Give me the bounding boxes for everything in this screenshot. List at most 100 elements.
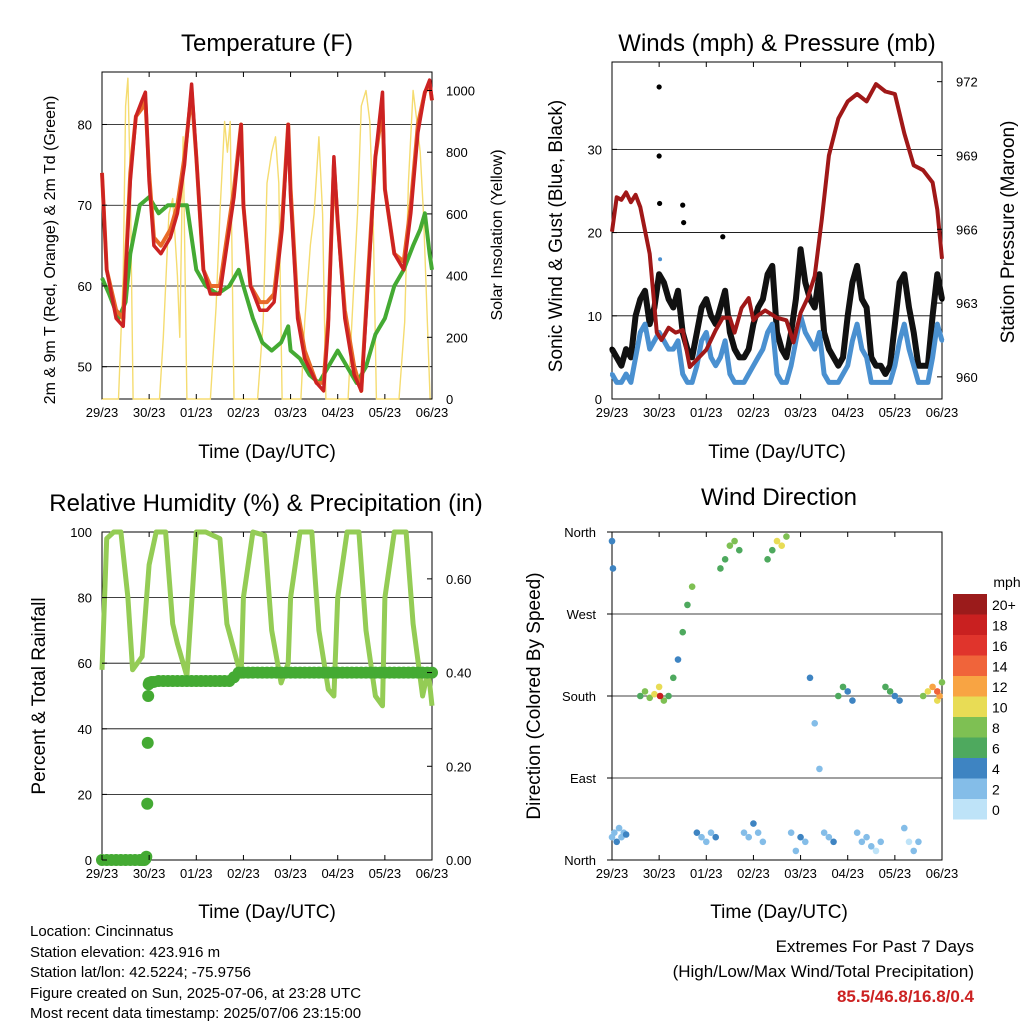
direction-point	[910, 847, 918, 855]
x-tick-label: 06/23	[926, 866, 959, 881]
legend-swatch	[953, 737, 987, 758]
y-tick-label: West	[567, 607, 597, 622]
y-tick-label: East	[570, 771, 596, 786]
wind-point	[658, 257, 663, 262]
x-tick-label: 04/23	[831, 405, 864, 420]
wind-point	[610, 372, 614, 377]
wind-point	[685, 380, 690, 385]
direction-point	[891, 692, 899, 700]
gust-point	[720, 234, 726, 240]
wind-point	[803, 330, 808, 335]
wind-point	[760, 347, 765, 352]
wind-point	[718, 355, 723, 360]
y2-tick-label: 0.20	[446, 759, 471, 774]
x-tick-label: 29/23	[596, 405, 629, 420]
direction-point	[665, 692, 672, 700]
direction-point	[849, 697, 856, 704]
wind-point	[812, 347, 817, 352]
direction-point	[702, 838, 710, 846]
direction-point	[896, 697, 903, 704]
direction-point	[646, 694, 654, 702]
wind-point	[850, 338, 855, 343]
pressure-line	[610, 82, 944, 369]
wind-point	[855, 322, 860, 327]
wind-point	[883, 380, 888, 385]
y2-tick-label: 972	[956, 75, 978, 90]
direction-point	[684, 601, 691, 609]
wind-point	[709, 355, 713, 360]
wind-point	[765, 330, 770, 335]
legend-swatch	[953, 594, 987, 615]
wind-point	[676, 338, 680, 343]
legend-label: 6	[992, 741, 1000, 757]
wind-point	[892, 363, 897, 368]
x-tick-label: 05/23	[369, 866, 402, 881]
legend-swatch	[953, 758, 987, 779]
legend-label: 0	[992, 802, 1000, 818]
wind-point	[817, 330, 822, 335]
direction-point	[611, 829, 618, 836]
direction-point	[787, 829, 795, 836]
direction-point	[759, 838, 767, 846]
station-info: Location: Cincinnatus Station elevation:…	[30, 922, 361, 1025]
direction-point	[656, 692, 664, 700]
wind-point	[845, 363, 850, 368]
wind-point	[699, 338, 704, 343]
wind-point	[732, 380, 737, 385]
temperature-plot-frame	[101, 71, 433, 400]
recent-text: Most recent data timestamp: 2025/07/06 2…	[30, 1005, 362, 1022]
direction-point	[641, 688, 649, 695]
x-tick-label: 02/23	[227, 405, 260, 420]
direction-point	[764, 556, 771, 563]
wind-point	[671, 347, 676, 352]
direction-point	[872, 847, 880, 855]
wind-point	[907, 347, 911, 352]
x-tick-label: 30/23	[643, 866, 676, 881]
legend-label: 10	[992, 700, 1008, 716]
direction-point	[745, 833, 753, 841]
wind-point	[869, 380, 874, 385]
humidity-xlabel: Time (Day/UTC)	[198, 902, 336, 923]
direction-point	[844, 688, 852, 695]
wind-point	[628, 380, 633, 385]
direction-point	[721, 556, 729, 563]
wind-point	[940, 338, 944, 343]
y2-tick-label: 1000	[446, 84, 475, 99]
wind-point	[897, 338, 902, 343]
precip-point	[142, 690, 155, 702]
x-tick-label: 30/23	[133, 405, 166, 420]
legend-swatch	[953, 676, 987, 697]
y-tick-label: 10	[588, 309, 602, 324]
direction-point	[726, 542, 734, 549]
wind-point	[713, 363, 718, 368]
x-tick-label: 02/23	[737, 405, 770, 420]
gust-point	[657, 200, 663, 207]
direction-point	[933, 688, 941, 695]
y2-tick-label: 966	[956, 222, 978, 237]
wind-point	[666, 347, 671, 352]
winds-xlabel: Time (Day/UTC)	[708, 442, 846, 463]
direction-point	[830, 838, 837, 846]
direction-point	[938, 679, 946, 686]
gust-point	[656, 84, 662, 90]
y-tick-label: 20	[588, 226, 602, 241]
legend-label: 12	[992, 679, 1008, 695]
legend-label: 16	[992, 638, 1008, 654]
y-tick-label: 60	[78, 279, 92, 294]
legend-swatch	[953, 614, 987, 635]
direction-point	[858, 838, 866, 846]
gust-point	[681, 219, 687, 226]
y-tick-label: 80	[78, 117, 92, 132]
direction-point	[792, 847, 800, 855]
x-tick-label: 05/23	[369, 405, 402, 420]
legend-label: 4	[992, 761, 1000, 777]
solar-insolation-line	[102, 77, 432, 400]
wind-point	[874, 380, 878, 385]
x-tick-label: 05/23	[879, 866, 912, 881]
direction-point	[877, 838, 885, 846]
x-tick-label: 04/23	[321, 405, 354, 420]
y-tick-label: 50	[78, 360, 92, 375]
wind-point	[935, 322, 940, 327]
direction-point	[750, 820, 757, 827]
